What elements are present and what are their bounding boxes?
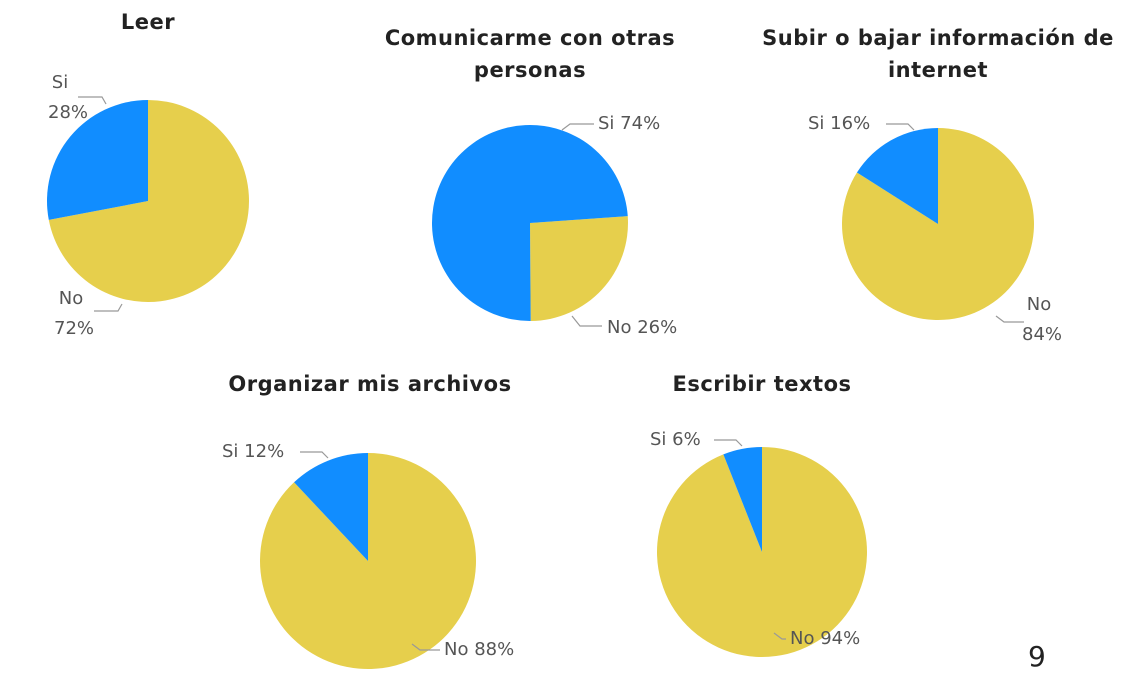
category-label: Si <box>650 429 667 450</box>
data-label: No 94% <box>790 624 860 654</box>
data-label: Si 74% <box>598 109 660 139</box>
pie-slice <box>48 100 249 302</box>
data-label: Si 28% <box>48 68 88 128</box>
pie-slice <box>432 124 628 322</box>
value-label: 28% <box>48 102 89 123</box>
data-label: No 72% <box>54 284 94 344</box>
category-label: No <box>58 288 84 309</box>
category-label: Si <box>808 113 825 134</box>
value-label: 88% <box>474 639 515 660</box>
value-label: 6% <box>672 429 701 450</box>
pie-slice <box>723 447 762 552</box>
data-label: Si 12% <box>222 437 284 467</box>
pie-slice <box>530 216 628 321</box>
leader-line <box>300 451 329 459</box>
category-label: No <box>444 639 469 660</box>
page-number: 9 <box>1028 640 1046 673</box>
chart-title: Escribir textos <box>672 372 852 396</box>
value-label: 94% <box>820 628 861 649</box>
pie-slice <box>294 453 368 561</box>
pie-slice <box>856 128 938 224</box>
data-label: No 88% <box>444 635 514 665</box>
data-label: Si 6% <box>650 425 701 455</box>
leader-line <box>571 315 602 327</box>
leader-line <box>78 96 107 105</box>
value-label: 72% <box>54 318 95 339</box>
category-label: No <box>1026 294 1052 315</box>
category-label: Si <box>51 72 69 93</box>
chart-title: Comunicarme con otras personas <box>384 26 676 82</box>
value-label: 16% <box>830 113 871 134</box>
value-label: 84% <box>1022 324 1063 345</box>
data-label: No 84% <box>1022 290 1062 350</box>
leader-line <box>995 315 1024 323</box>
category-label: Si <box>222 441 239 462</box>
leader-line <box>94 303 123 312</box>
chart-title: Organizar mis archivos <box>228 372 512 396</box>
data-label: Si 16% <box>808 109 870 139</box>
value-label: 26% <box>637 317 678 338</box>
chart-title: Subir o bajar información de internet <box>762 26 1114 82</box>
pie-slice <box>842 128 1035 320</box>
leader-line <box>886 123 915 131</box>
pie-slice <box>46 100 148 220</box>
value-label: 74% <box>620 113 661 134</box>
pie-slice <box>260 453 477 670</box>
category-label: No <box>607 317 632 338</box>
chart-title: Leer <box>120 10 176 34</box>
value-label: 12% <box>244 441 285 462</box>
leader-line <box>773 632 786 640</box>
leader-line <box>411 643 440 651</box>
category-label: Si <box>598 113 615 134</box>
leader-line <box>714 439 743 447</box>
data-label: No 26% <box>607 313 677 343</box>
category-label: No <box>790 628 815 649</box>
leader-line <box>561 123 594 131</box>
